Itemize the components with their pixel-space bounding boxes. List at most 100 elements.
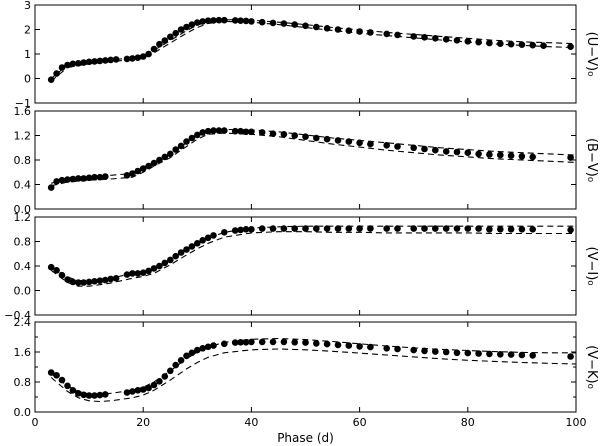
data-point — [161, 153, 169, 161]
data-point — [410, 225, 418, 232]
data-point — [345, 342, 353, 349]
y-tick-label: 0.0 — [14, 406, 32, 419]
data-point — [177, 26, 185, 33]
data-point — [145, 267, 152, 275]
data-point — [199, 345, 206, 352]
data-point — [269, 225, 277, 232]
data-point — [167, 33, 174, 41]
data-point — [172, 252, 179, 260]
data-point — [194, 240, 201, 247]
data-point — [75, 279, 82, 286]
data-point — [210, 232, 217, 239]
data-point — [280, 225, 288, 232]
data-point — [345, 225, 353, 232]
data-point — [145, 162, 152, 170]
data-point — [199, 18, 206, 25]
data-point — [421, 145, 428, 153]
data-point — [183, 138, 190, 145]
data-point — [215, 16, 223, 24]
data-point — [432, 348, 439, 355]
data-point — [69, 60, 77, 68]
data-point — [302, 225, 309, 232]
data-point — [432, 225, 439, 232]
data-point — [291, 339, 299, 346]
data-point — [394, 345, 401, 353]
data-point — [85, 174, 93, 182]
data-point — [58, 64, 66, 71]
data-point — [112, 275, 120, 282]
data-point — [453, 37, 461, 44]
panel-4: 0.0 0.8 1.6 2.4 0 20 40 60 80 100 (V−K)₀ Phase (d) — [14, 316, 600, 445]
y-tick-label: 0.0 — [14, 203, 32, 216]
data-point — [497, 151, 504, 159]
data-point — [85, 392, 93, 399]
data-point — [139, 53, 147, 60]
data-point — [356, 225, 363, 232]
data-point — [91, 58, 98, 65]
data-point — [313, 225, 320, 232]
data-point — [215, 127, 223, 134]
data-point — [475, 225, 482, 232]
y-axis-label: (V−I)₀ — [584, 247, 599, 286]
data-point — [188, 349, 196, 357]
x-axis-label: Phase (d) — [277, 431, 334, 445]
data-point — [134, 270, 142, 277]
data-point — [464, 38, 472, 45]
data-point — [167, 150, 174, 158]
data-point — [242, 226, 250, 233]
data-point — [145, 50, 152, 58]
data-point — [497, 40, 504, 47]
y-axis-label: (V−K)₀ — [584, 345, 599, 389]
data-point — [161, 373, 169, 380]
data-point — [204, 17, 212, 25]
data-point — [188, 134, 196, 142]
data-point — [91, 392, 98, 399]
data-point — [199, 237, 206, 244]
data-point — [383, 225, 391, 232]
y-tick-label: −0.4 — [4, 309, 31, 322]
data-point — [139, 269, 147, 277]
data-point — [323, 340, 331, 348]
data-point — [291, 132, 299, 139]
data-point — [123, 55, 131, 63]
y-tick-label: 0.0 — [14, 285, 32, 298]
data-point — [258, 129, 266, 136]
data-point — [242, 17, 250, 25]
data-point — [442, 148, 450, 155]
y-tick-label: 0.4 — [14, 179, 32, 192]
data-point — [96, 391, 104, 399]
data-point — [486, 39, 493, 47]
data-point — [47, 76, 55, 83]
data-point — [96, 57, 104, 65]
data-point — [156, 262, 163, 270]
data-point — [464, 349, 472, 357]
data-point — [53, 267, 60, 274]
data-point — [248, 128, 255, 136]
data-point — [567, 154, 574, 161]
data-point — [221, 229, 228, 236]
data-point — [302, 339, 309, 346]
data-point — [58, 176, 66, 184]
data-point — [123, 172, 131, 179]
data-point — [269, 338, 277, 346]
data-point — [529, 41, 536, 49]
data-point — [102, 276, 109, 284]
data-point — [475, 150, 482, 158]
data-point — [172, 29, 179, 37]
data-point — [567, 43, 574, 50]
panel-1: −1 0 1 2 3 (U−V)₀ — [15, 0, 599, 110]
data-point — [356, 343, 363, 350]
data-point — [183, 246, 190, 253]
data-point — [323, 225, 331, 232]
data-point — [102, 57, 109, 64]
data-point — [432, 146, 439, 154]
data-point — [507, 351, 515, 358]
data-point — [394, 225, 401, 232]
data-point — [410, 33, 418, 40]
data-point — [221, 127, 228, 134]
data-point — [204, 234, 212, 242]
data-point — [258, 225, 266, 232]
data-point — [518, 153, 526, 160]
data-point — [96, 173, 104, 181]
data-point — [134, 54, 142, 61]
